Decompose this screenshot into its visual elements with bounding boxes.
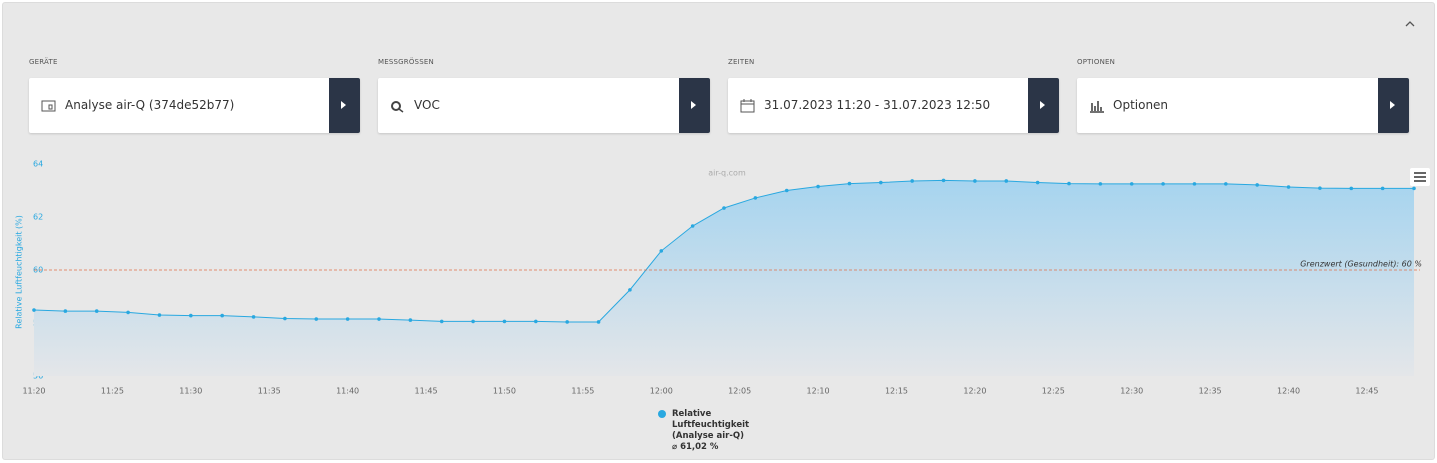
point — [1161, 182, 1165, 186]
point — [345, 317, 350, 321]
point — [690, 224, 695, 228]
filter-label: MESSGRÖSSEN — [378, 58, 434, 66]
point — [596, 320, 601, 324]
point — [314, 317, 319, 321]
y-axis-title: Relative Luftfeuchtigkeit (%) — [15, 215, 24, 329]
x-tick-label: 12:15 — [885, 387, 908, 396]
point — [189, 313, 193, 318]
point — [1129, 182, 1134, 186]
filter-value: Optionen — [1113, 98, 1169, 112]
x-tick-label: 12:20 — [963, 387, 986, 396]
point — [1286, 185, 1291, 189]
point — [63, 309, 68, 313]
legend-average: ⌀ 61,02 % — [672, 442, 719, 452]
arrow-button[interactable] — [679, 78, 710, 133]
filter-value: 31.07.2023 11:20 - 31.07.2023 12:50 — [764, 98, 991, 112]
point — [1318, 186, 1322, 190]
filter-label: ZEITEN — [728, 58, 755, 66]
x-tick-label: 11:30 — [179, 387, 202, 396]
point — [1380, 186, 1385, 191]
point — [32, 308, 36, 312]
point — [879, 180, 883, 185]
filter-value: Analyse air-Q (374de52b77) — [65, 98, 235, 112]
point — [439, 319, 444, 324]
point — [1067, 181, 1071, 186]
point — [283, 316, 287, 321]
x-tick-label: 12:25 — [1042, 387, 1065, 396]
search-icon — [391, 101, 404, 113]
x-tick-label: 11:55 — [571, 387, 594, 396]
x-tick-label: 12:35 — [1199, 387, 1222, 396]
point — [1412, 186, 1416, 191]
y-tick-label: 60 — [33, 266, 43, 275]
filter-value: VOC — [414, 98, 440, 112]
threshold-label: Grenzwert (Gesundheit): 60 % — [1300, 260, 1422, 269]
x-tick-label: 11:25 — [101, 387, 124, 396]
chart-icon — [1090, 101, 1104, 113]
device-select[interactable]: Analyse air-Q (374de52b77) — [29, 78, 360, 133]
x-tick-label: 11:40 — [336, 387, 359, 396]
legend: Relative Luftfeuchtigkeit (Analyse air-Q… — [672, 409, 787, 453]
arrow-button[interactable] — [1378, 78, 1409, 133]
point — [910, 179, 914, 183]
point — [628, 288, 632, 292]
x-tick-label: 12:40 — [1277, 387, 1300, 396]
point — [94, 309, 99, 313]
point — [1192, 182, 1197, 186]
point — [471, 319, 475, 324]
point — [816, 184, 820, 189]
measure-select[interactable]: VOC — [378, 78, 710, 133]
device-icon — [41, 100, 56, 112]
calendar-icon — [740, 99, 755, 113]
x-tick-label: 12:05 — [728, 387, 751, 396]
point — [377, 317, 381, 321]
point — [722, 206, 726, 210]
filter-label: GERÄTE — [29, 58, 58, 66]
y-tick-label: 62 — [33, 213, 43, 222]
x-tick-label: 11:50 — [493, 387, 516, 396]
point — [408, 318, 413, 322]
point — [847, 181, 852, 186]
area-fill — [34, 180, 1414, 376]
time-select[interactable]: 31.07.2023 11:20 - 31.07.2023 12:50 — [728, 78, 1059, 133]
point — [784, 188, 789, 193]
x-tick-label: 11:35 — [258, 387, 281, 396]
arrow-button[interactable] — [1028, 78, 1059, 133]
menu-icon[interactable] — [1410, 168, 1430, 186]
x-tick-label: 12:30 — [1120, 387, 1143, 396]
point — [565, 320, 569, 324]
point — [220, 313, 224, 318]
x-tick-label: 12:45 — [1355, 387, 1378, 396]
point — [941, 178, 946, 183]
x-tick-label: 11:20 — [22, 387, 45, 396]
point — [973, 179, 977, 183]
x-tick-label: 11:45 — [415, 387, 438, 396]
collapse-icon[interactable] — [1403, 19, 1417, 29]
point — [534, 319, 538, 324]
point — [1098, 182, 1103, 186]
watermark: air-q.com — [708, 169, 746, 178]
x-tick-label: 12:00 — [650, 387, 673, 396]
point — [659, 249, 664, 253]
point — [1035, 180, 1040, 185]
point — [1349, 186, 1354, 191]
point — [753, 196, 758, 200]
y-tick-label: 64 — [33, 160, 43, 169]
point — [1004, 179, 1009, 183]
x-tick-label: 12:10 — [807, 387, 830, 396]
arrow-button[interactable] — [329, 78, 360, 133]
point — [126, 310, 130, 315]
point — [1255, 183, 1259, 187]
point — [251, 315, 256, 319]
point — [1224, 182, 1228, 186]
filter-label: OPTIONEN — [1077, 58, 1116, 66]
options-select[interactable]: Optionen — [1077, 78, 1409, 133]
legend-marker — [658, 410, 666, 418]
legend-label: Relative Luftfeuchtigkeit (Analyse air-Q… — [672, 409, 750, 441]
point — [502, 319, 507, 324]
point — [157, 313, 162, 317]
